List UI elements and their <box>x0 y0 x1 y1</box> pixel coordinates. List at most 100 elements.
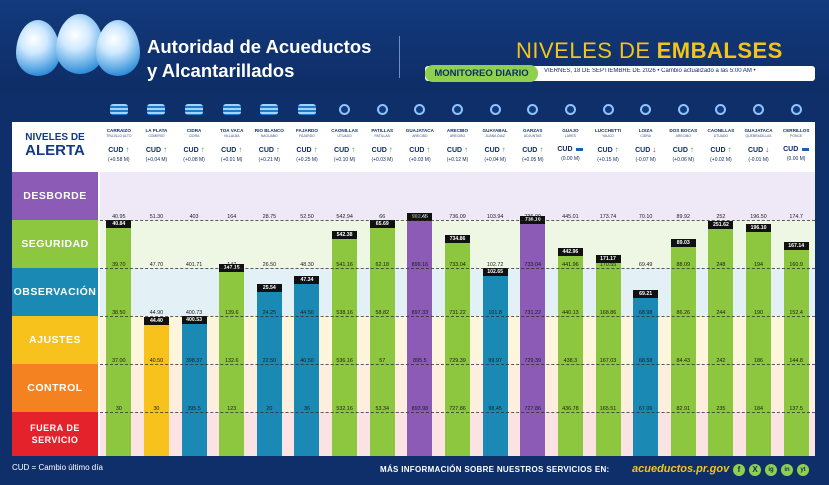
threshold-value: 22.50 <box>262 358 277 364</box>
x-twitter-icon[interactable]: X <box>749 464 761 476</box>
wave-icon <box>296 104 318 118</box>
reservoir-municipality: UTUADO <box>713 134 729 138</box>
arrow-up-icon: ↑ <box>275 145 280 154</box>
org-title-line1: Autoridad de Acueductos <box>147 36 372 57</box>
threshold-value: 62.18 <box>375 262 389 268</box>
current-level-label: 736.10 <box>520 215 546 224</box>
threshold-value: 47.70 <box>149 262 164 268</box>
reservoir-name: GUAYABAL <box>482 128 508 133</box>
threshold-value: 532.16 <box>336 406 353 412</box>
reservoir-municipality: NAGUABO <box>260 134 278 138</box>
cud-change: (+0.04 M) <box>484 157 506 163</box>
current-level-label: 196.10 <box>746 223 772 232</box>
threshold-value: 37.00 <box>112 358 126 364</box>
arrow-up-icon: ↑ <box>313 145 318 154</box>
current-level-label: 542.38 <box>332 231 358 240</box>
threshold-value: 51.30 <box>149 214 164 220</box>
cud-change: (+0.08 M) <box>183 157 205 163</box>
cud-indicator: CUD ↑ <box>439 146 477 155</box>
cud-indicator: CUD ↑ <box>138 146 176 155</box>
reservoir-name: LUCCHETTI <box>595 128 622 133</box>
cud-label: CUD <box>296 147 312 154</box>
reservoir-municipality: ARECIBO <box>412 134 428 138</box>
level-band-0 <box>100 172 815 220</box>
no-change-icon <box>576 147 584 151</box>
reservoir-name: GUAJATACA <box>405 128 434 133</box>
threshold-value: 144.8 <box>789 358 803 364</box>
clock-icon <box>484 104 506 118</box>
threshold-value: 170.55 <box>599 262 617 268</box>
reservoir-header: CIDRA CIDRA CUD ↑ (+0.08 M) <box>175 122 213 172</box>
threshold-value: 137.5 <box>789 406 803 412</box>
cud-label: CUD <box>710 147 726 154</box>
threshold-value: 165.51 <box>599 406 617 412</box>
cud-indicator: CUD ↑ <box>213 146 251 155</box>
threshold-value: 244 <box>716 310 726 316</box>
reservoir-header: CERRILLOS PONCE CUD (0.00 M) <box>777 122 815 172</box>
threshold-value: 101.8 <box>488 310 502 316</box>
arrow-down-icon: ↓ <box>652 145 657 154</box>
current-level-label: 734.86 <box>445 235 470 244</box>
threshold-value: 438.3 <box>563 358 578 364</box>
linkedin-icon[interactable]: in <box>781 464 793 476</box>
reservoir-header: GUAYABAL JUANA DIAZ CUD ↑ (+0.04 M) <box>476 122 514 172</box>
clock-icon <box>334 104 356 118</box>
logo-drop-left-icon <box>16 20 60 76</box>
threshold-value: 727.86 <box>524 406 542 412</box>
monitor-date: VIERNES, 18 DE SEPTIEMBRE DE 2026 • Camb… <box>544 68 756 74</box>
cud-indicator: CUD <box>552 146 590 154</box>
threshold-value: 729.39 <box>449 358 466 364</box>
reservoir-municipality: CIDRA <box>188 134 200 138</box>
threshold-value: 541.16 <box>336 262 353 268</box>
current-level-label: 167.14 <box>783 242 809 251</box>
clock-icon <box>371 104 393 118</box>
threshold-value: 24.25 <box>262 310 277 316</box>
cud-label: CUD <box>747 147 764 154</box>
cud-change: (+0.12 M) <box>446 157 469 163</box>
cud-change: (+0.05 M) <box>521 157 544 163</box>
cud-label: CUD <box>446 147 463 154</box>
current-level-label: 251.62 <box>708 220 734 229</box>
threshold-value: 440.13 <box>562 310 579 316</box>
reservoir-header: DOS BOCAS ARECIBO CUD ↑ (+0.06 M) <box>664 122 702 172</box>
reservoir-name: LA PLATA <box>145 128 168 133</box>
cud-change: (+0.10 M) <box>333 157 356 163</box>
reservoir-header: LOIZA CIDRA CUD ↓ (-0.07 M) <box>627 122 665 172</box>
page-title-part2: EMBALSES <box>656 38 783 63</box>
youtube-icon[interactable]: yt <box>797 464 809 476</box>
arrow-up-icon: ↑ <box>501 145 506 154</box>
cud-label: CUD <box>221 147 237 154</box>
facebook-icon[interactable]: f <box>733 464 745 476</box>
instagram-icon[interactable]: ig <box>765 464 777 476</box>
threshold-value: 536.16 <box>336 358 353 364</box>
threshold-value: 84.43 <box>676 358 691 364</box>
threshold-value: 173.74 <box>599 214 617 220</box>
cud-label: CUD <box>783 146 799 153</box>
reservoir-name: FAJARDO <box>295 128 318 133</box>
threshold-value: 28.75 <box>262 214 277 220</box>
reservoir-municipality: ARECIBO <box>675 134 691 138</box>
threshold-value: 99.97 <box>488 358 502 364</box>
threshold-value: 398.37 <box>185 358 203 364</box>
footer-url-link[interactable]: acueductos.pr.gov <box>632 463 730 475</box>
threshold-value: 66 <box>379 214 386 220</box>
threshold-value: 736.09 <box>449 214 466 220</box>
reservoir-name: ARECIBO <box>446 128 469 133</box>
threshold-value: 69.49 <box>638 262 653 268</box>
cud-indicator: CUD <box>777 146 815 154</box>
reservoir-municipality: COMERIO <box>148 134 165 138</box>
cud-indicator: CUD ↑ <box>589 146 627 155</box>
threshold-value: 395.5 <box>187 406 201 412</box>
threshold-value: 235 <box>716 406 726 412</box>
reservoir-municipality: YAUCO <box>602 134 614 138</box>
cud-change: (+0.15 M) <box>597 157 619 163</box>
cud-change: (+0.03 M) <box>371 157 393 163</box>
clock-icon <box>447 104 469 118</box>
threshold-value: 86.26 <box>676 310 691 316</box>
arrow-down-icon: ↓ <box>765 145 770 154</box>
cud-change: (+0.21 M) <box>258 157 281 163</box>
threshold-value: 102.72 <box>486 262 504 268</box>
reservoir-level-bar <box>557 252 583 456</box>
threshold-value: 167.03 <box>599 358 617 364</box>
cud-change: (+0.06 M) <box>672 157 695 163</box>
